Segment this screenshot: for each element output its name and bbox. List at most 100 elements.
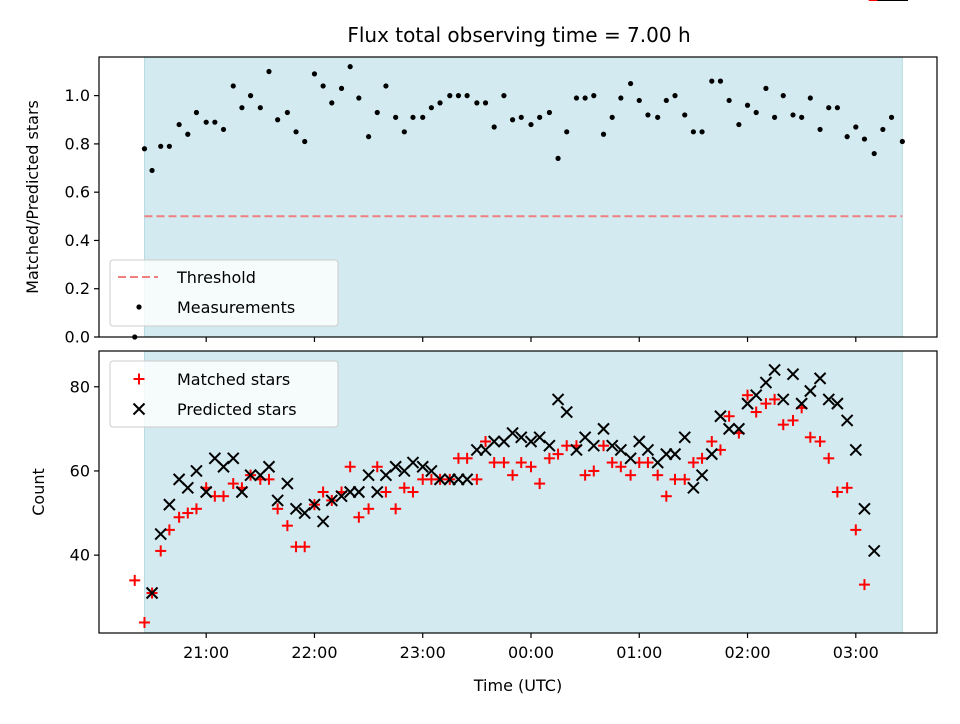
matched-point — [850, 524, 862, 536]
matched-point — [579, 469, 591, 481]
cross-stroke-b — [389, 460, 402, 473]
predicted-point — [154, 527, 167, 541]
cross-stroke-b — [678, 431, 691, 444]
cross-stroke-b — [641, 443, 655, 457]
cross-stroke-b — [849, 443, 863, 457]
measurement-point — [420, 114, 426, 120]
matched-point — [498, 457, 510, 469]
legend-predicted-swatch — [132, 402, 146, 416]
matched-point — [507, 469, 519, 481]
cross-stroke-b — [244, 468, 257, 482]
cross-stroke-b — [624, 452, 637, 465]
cross-stroke-b — [154, 527, 167, 541]
matched-point — [669, 473, 681, 485]
measurement-point — [609, 114, 615, 120]
matched-point — [480, 435, 492, 447]
cross-stroke-b — [362, 468, 375, 482]
measurement-point — [780, 93, 786, 99]
predicted-point — [786, 367, 800, 381]
measurement-point — [257, 105, 263, 111]
cross-stroke-b — [570, 443, 583, 457]
predicted-point — [605, 439, 619, 452]
measurement-point — [474, 100, 480, 106]
cross-stroke-b — [199, 485, 213, 499]
cross-stroke-b — [371, 485, 384, 499]
matched-point — [561, 440, 573, 452]
cross-stroke-b — [560, 405, 573, 419]
measurement-point — [663, 97, 669, 104]
cross-stroke-b — [181, 481, 194, 494]
matched-point — [660, 490, 672, 502]
measurement-point — [518, 114, 524, 120]
cross-stroke-b — [416, 460, 429, 473]
legend-matched-swatch — [133, 373, 145, 385]
predicted-point — [244, 468, 257, 482]
measurement-point — [311, 71, 318, 77]
matched-point — [380, 486, 392, 498]
cross-stroke-b — [524, 435, 538, 448]
matched-point — [488, 457, 500, 469]
measurement-point — [753, 109, 759, 116]
predicted-point — [406, 456, 420, 469]
matched-point — [742, 389, 754, 401]
cross-stroke-b — [235, 485, 249, 499]
cross-stroke-b — [759, 376, 773, 389]
measurement-point — [817, 126, 823, 133]
measurement-point — [166, 143, 172, 149]
predicted-point — [524, 435, 538, 448]
matched-point — [814, 435, 826, 447]
measurement-point — [790, 112, 796, 118]
matched-point — [190, 503, 202, 515]
predicted-point — [813, 372, 827, 385]
measurement-point — [230, 83, 236, 89]
cross-stroke-b — [190, 464, 203, 478]
measurement-point — [329, 100, 335, 106]
measurement-point — [826, 105, 832, 111]
top-ytick-label: 0.2 — [65, 279, 90, 298]
predicted-point — [858, 502, 871, 516]
matched-point — [723, 410, 735, 422]
matched-point — [696, 452, 708, 464]
predicted-point — [281, 477, 294, 490]
measurement-point — [672, 93, 678, 99]
cross-stroke-b — [732, 422, 746, 436]
predicted-point — [335, 490, 348, 503]
cross-stroke-b — [425, 464, 438, 478]
measurement-point — [437, 100, 443, 106]
predicted-point — [678, 431, 691, 444]
cross-stroke-b — [858, 502, 871, 516]
measurement-point — [861, 136, 868, 142]
measurement-point — [618, 95, 624, 101]
measurement-point — [582, 95, 588, 101]
predicted-point — [867, 544, 881, 558]
measurement-point — [176, 121, 182, 128]
cross-stroke-b — [597, 422, 610, 436]
measurement-point — [185, 131, 191, 137]
matched-point — [804, 431, 816, 443]
predicted-point — [515, 431, 528, 444]
top-axes-frame — [98, 56, 938, 338]
predicted-point — [389, 460, 402, 473]
predicted-point — [271, 494, 284, 507]
measurement-point — [600, 131, 607, 137]
predicted-point — [352, 485, 366, 499]
predicted-point — [624, 452, 637, 465]
xtick-label: 23:00 — [400, 643, 446, 662]
matched-point — [598, 440, 610, 452]
predicted-point — [822, 393, 835, 406]
predicted-point — [714, 410, 727, 423]
chart-title: Flux total observing time = 7.00 h — [347, 23, 690, 47]
matched-point — [687, 457, 699, 469]
measurement-point — [699, 129, 705, 135]
cross-stroke-b — [777, 393, 790, 406]
measurement-point — [356, 95, 362, 101]
predicted-point — [570, 443, 583, 457]
legend-cross-marker — [132, 402, 146, 416]
measurement-point — [149, 167, 155, 174]
predicted-point — [316, 515, 330, 528]
measurement-point — [247, 93, 254, 99]
matched-point — [787, 414, 799, 426]
bottom-y-axis-label: Count — [29, 468, 48, 516]
predicted-point — [199, 485, 213, 499]
